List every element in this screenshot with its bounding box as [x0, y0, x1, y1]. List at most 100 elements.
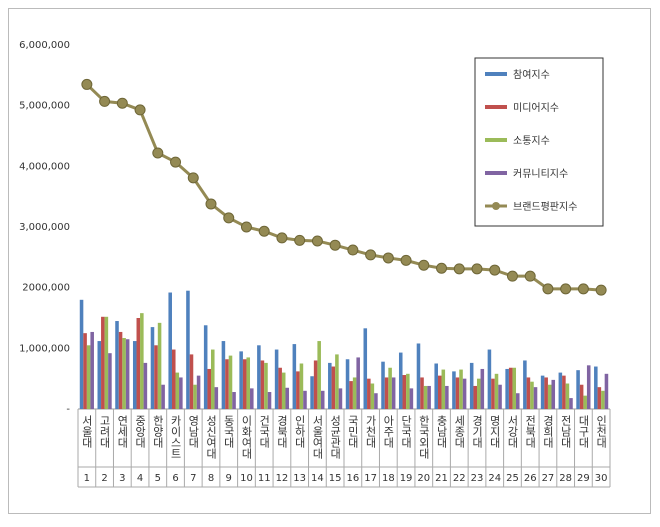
bar	[285, 387, 290, 409]
bar	[423, 385, 428, 409]
line-marker	[560, 283, 572, 295]
bar	[299, 363, 304, 409]
bar	[452, 371, 456, 409]
bar	[384, 377, 389, 409]
bar	[157, 322, 162, 409]
line-marker	[116, 97, 128, 109]
bar	[335, 354, 339, 409]
y-tick-label: 4,000,000	[19, 161, 70, 172]
rank-label: 3	[119, 473, 125, 484]
x-tick-label: 서강대	[506, 415, 519, 448]
bar	[331, 366, 336, 409]
bar	[211, 349, 215, 409]
bar	[530, 381, 534, 409]
rank-label: 19	[400, 473, 413, 484]
bar	[469, 362, 474, 409]
bar	[523, 360, 527, 409]
bar	[498, 384, 502, 409]
x-tick-label: 경희대	[541, 415, 554, 448]
bar	[175, 372, 180, 409]
bar	[480, 368, 485, 409]
x-tick-label: 단국대	[400, 415, 413, 448]
x-tick-label: 경북대	[275, 415, 288, 448]
line-marker	[347, 244, 359, 256]
bar	[349, 381, 353, 409]
x-tick-label: 충남대	[435, 415, 448, 448]
bar	[179, 377, 183, 409]
bar	[214, 387, 219, 409]
rank-label: 11	[258, 473, 271, 484]
line-marker	[577, 283, 589, 295]
line-marker	[400, 254, 412, 266]
line-marker	[382, 252, 394, 264]
bar	[260, 360, 265, 409]
bar	[569, 398, 573, 409]
bar	[115, 321, 119, 409]
y-tick-label: 1,000,000	[19, 343, 70, 354]
bar	[391, 377, 396, 409]
legend-label: 커뮤니티지수	[513, 168, 568, 180]
bar	[281, 372, 286, 409]
rank-label: 4	[137, 473, 143, 484]
rank-label: 5	[155, 473, 161, 484]
bar	[441, 369, 446, 409]
rank-label: 17	[364, 473, 377, 484]
rank-label: 27	[542, 473, 555, 484]
bar	[264, 362, 268, 409]
bar	[526, 377, 531, 409]
bar	[508, 367, 513, 409]
bar	[150, 327, 155, 409]
bar	[459, 369, 463, 409]
y-tick-label: 6,000,000	[19, 40, 70, 51]
line-marker	[418, 259, 430, 271]
legend-swatch	[485, 72, 507, 76]
bar	[434, 363, 438, 409]
bar	[189, 354, 194, 409]
legend-swatch	[485, 138, 507, 142]
bar	[597, 387, 602, 409]
bar	[86, 345, 91, 409]
bar	[558, 372, 563, 409]
bar	[370, 383, 375, 409]
rank-label: 20	[417, 473, 430, 484]
bar	[239, 351, 243, 409]
bar	[90, 331, 94, 409]
rank-label: 18	[382, 473, 395, 484]
x-tick-label: 전북대	[524, 415, 537, 448]
bar	[310, 376, 314, 409]
rank-label: 14	[311, 473, 324, 484]
bar	[473, 385, 477, 409]
line-marker	[489, 264, 501, 276]
bar	[562, 375, 566, 409]
bar	[586, 365, 591, 409]
bar	[246, 357, 251, 409]
line-marker	[240, 221, 252, 233]
bar	[445, 385, 449, 409]
x-tick-label: 가천대	[364, 415, 377, 448]
bar	[540, 375, 545, 409]
bar	[118, 331, 123, 409]
legend-label: 참여지수	[513, 69, 550, 81]
bar	[409, 388, 414, 409]
bar	[565, 383, 570, 409]
bar	[512, 367, 517, 409]
x-tick-label: 대구대	[577, 415, 590, 448]
x-tick-label: 서울대	[80, 415, 93, 448]
line-marker	[542, 283, 554, 295]
legend-label: 소통지수	[513, 135, 550, 147]
bar	[583, 395, 587, 409]
rank-label: 2	[101, 473, 107, 484]
bar	[125, 339, 130, 409]
line-marker	[311, 235, 323, 247]
y-tick-label: 2000,000	[22, 283, 70, 294]
bar	[398, 352, 403, 409]
rank-label: 7	[190, 473, 196, 484]
bar	[140, 313, 144, 409]
rank-label: 15	[329, 473, 342, 484]
bar	[551, 379, 556, 409]
bar	[292, 344, 297, 409]
bar	[242, 359, 247, 409]
line-marker	[365, 249, 377, 261]
rank-label: 25	[506, 473, 519, 484]
bar	[491, 378, 495, 409]
